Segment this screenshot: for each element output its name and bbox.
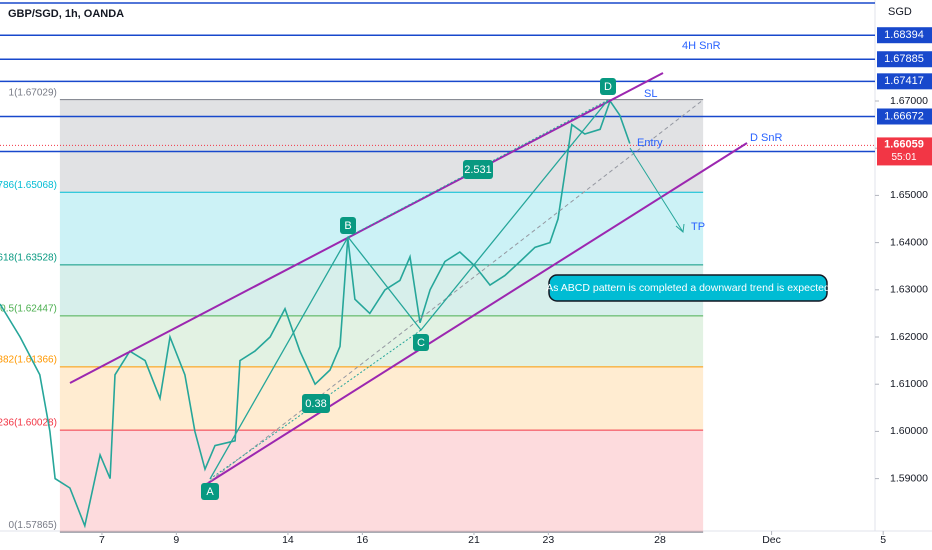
x-tick-label: 7 [99,534,105,546]
point-badge [413,334,429,351]
y-tick-label: 1.59000 [890,472,928,484]
drawings [0,2,875,500]
ratio-label: 0.38 [305,398,326,410]
y-tick-label: 1.67000 [890,95,928,107]
x-tick-label: 9 [173,534,179,546]
point-label: A [206,486,214,498]
fib-label: 786(1.65068) [0,180,57,191]
series-group [0,99,631,529]
note-text: As ABCD pattern is completed a downward … [546,282,830,294]
fib-label: 0.5(1.62447) [0,304,57,315]
tp-arrow [629,147,685,233]
x-tick-label: 23 [543,534,555,546]
channel-lower [204,142,748,486]
y-tick-label: 1.62000 [890,331,928,343]
fib-zone [59,315,704,367]
label-4h: 4H SnR [682,40,721,52]
point-label: C [417,337,425,349]
ratio-badge [463,160,493,179]
level-label: 1.66672 [884,110,924,122]
level-badge [877,27,932,44]
ratio-label: 2.531 [464,164,492,176]
label-tp: TP [691,221,705,233]
level-label: 1.67417 [884,75,924,87]
y-tick-label: 1.64000 [890,236,928,248]
price-line [0,99,631,529]
level-badge [877,51,932,68]
price-axis [875,0,932,550]
level-label: 1.67885 [884,53,924,65]
fib-group: 1(1.67029) 786(1.65068) 618(1.63528) 0.5(1.… [0,87,704,533]
fib-zone [59,192,704,265]
fib-label: 236(1.60028) [0,418,57,429]
y-tick-label: 1.63000 [890,284,928,296]
symbol: GBP/SGD, 1h, OANDA [8,8,124,20]
levels-group [0,34,875,153]
fib-label: 0(1.57865) [9,520,57,531]
fib-zone [59,366,704,431]
last-price-badge [877,137,932,166]
texts: GBP/SGD, 1h, OANDA SGD 4H SnR D SnR SL E… [8,6,912,498]
fib-label: 1(1.67029) [9,87,57,98]
point-badge [600,78,616,95]
y-tick-label: 1.65000 [890,189,928,201]
currency: SGD [888,6,912,18]
fib-zone [59,430,704,533]
bd-line [347,99,609,238]
last-price-label: 1.66059 [884,138,924,150]
y-tick-label: 1.61000 [890,378,928,390]
level-badge [877,73,932,90]
axis-group: 1.683941.678851.674171.666721.659311.590… [99,27,932,546]
abcd-lines [209,99,609,480]
ratio-badge [302,394,330,413]
fib-label: 382(1.61366) [0,355,57,366]
x-tick-label: 28 [654,534,666,546]
label-sl: SL [644,88,657,100]
point-badge [201,483,219,500]
label-entry: Entry [637,137,663,149]
level-badge [877,108,932,125]
point-label: D [604,81,612,93]
point-badge [340,217,356,234]
level-label: 1.68394 [884,29,924,41]
countdown: 55:01 [891,152,916,163]
note-box [548,274,828,302]
y-tick-label: 1.60000 [890,425,928,437]
label-d: D SnR [750,132,782,144]
x-tick-label: 21 [468,534,480,546]
x-tick-label: Dec [762,534,781,546]
fib-label: 618(1.63528) [0,253,57,264]
x-tick-label: 16 [357,534,369,546]
x-tick-label: 5 [880,534,886,546]
x-tick-label: 14 [282,534,294,546]
channel-upper [69,72,664,384]
point-label: B [344,220,351,232]
